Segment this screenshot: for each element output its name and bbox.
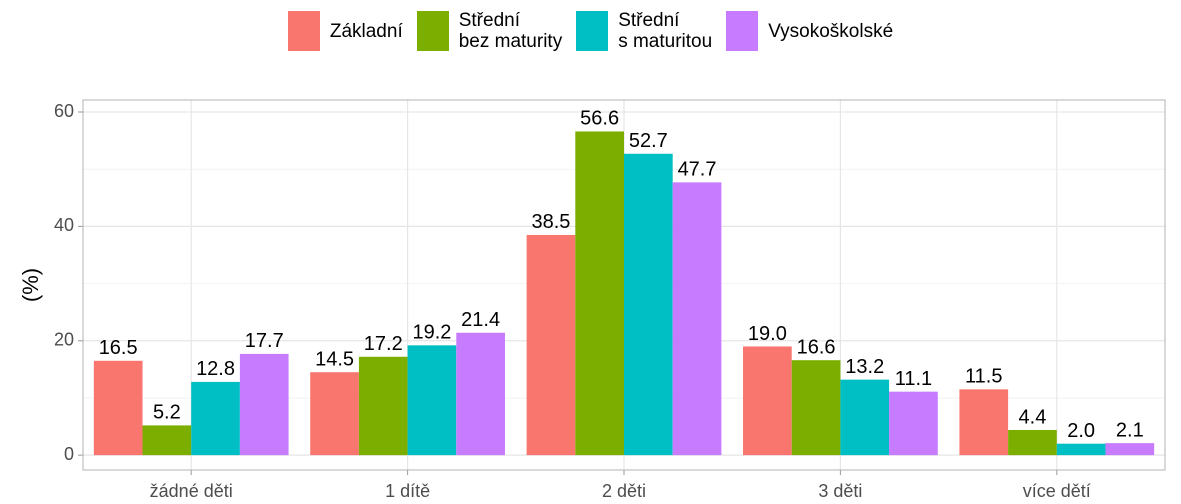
legend-item: Vysokoškolské (726, 10, 893, 52)
legend-label: Vysokoškolské (768, 20, 894, 42)
bar (407, 345, 457, 456)
legend-key (287, 11, 320, 51)
bar (456, 332, 505, 456)
data-label: 17.2 (364, 333, 403, 355)
panel-border (82, 99, 1166, 471)
bar (358, 356, 408, 456)
legend-item: Střední bez maturity (416, 10, 563, 52)
bar (239, 353, 289, 456)
data-label: 19.0 (748, 323, 787, 345)
bar (526, 234, 576, 456)
data-label: 38.5 (531, 211, 570, 233)
bar (1008, 429, 1057, 456)
data-label: 13.2 (845, 356, 884, 378)
y-tick-label: 60 (54, 101, 74, 121)
y-tick-label: 40 (54, 215, 74, 235)
y-axis-label: (%) (18, 268, 43, 302)
bar (840, 379, 890, 456)
legend-label: Střední bez maturity (458, 10, 563, 52)
bar (743, 346, 792, 456)
bar (1056, 443, 1106, 456)
bar (93, 360, 143, 456)
bar (191, 381, 240, 456)
legend-item: Základní (287, 10, 403, 52)
data-label: 52.7 (629, 130, 668, 152)
bar (791, 360, 841, 456)
bar (142, 425, 192, 456)
legend-item: Střední s maturitou (576, 10, 712, 52)
legend-key (416, 11, 449, 51)
data-label: 14.5 (315, 348, 354, 370)
data-label: 16.6 (797, 336, 836, 358)
data-label: 5.2 (153, 402, 181, 424)
x-tick-label: žádné děti (150, 481, 233, 501)
x-tick-label: 2 děti (602, 481, 646, 501)
bar (624, 153, 673, 456)
data-label: 2.1 (1116, 419, 1144, 441)
bar (672, 182, 722, 456)
data-label: 17.7 (245, 330, 284, 352)
legend-key (576, 11, 609, 51)
data-label: 21.4 (461, 309, 500, 331)
x-tick-label: více dětí (1023, 481, 1091, 501)
legend-key (726, 11, 759, 51)
data-label: 11.1 (895, 368, 932, 390)
data-label: 2.0 (1067, 420, 1095, 442)
bar (959, 389, 1009, 456)
data-label: 4.4 (1019, 406, 1047, 428)
bar (575, 131, 624, 456)
x-tick-label: 3 děti (818, 481, 862, 501)
bar (889, 391, 938, 456)
bar (310, 372, 359, 456)
y-tick-label: 20 (54, 330, 74, 350)
legend-label: Základní (329, 20, 403, 42)
y-tick-label: 0 (64, 444, 74, 464)
data-label: 11.5 (965, 366, 1002, 388)
data-label: 16.5 (99, 337, 138, 359)
data-label: 19.2 (412, 322, 451, 344)
data-label: 47.7 (678, 159, 717, 181)
legend: Základní Střední bez maturity Střední s ma… (0, 10, 1181, 52)
data-label: 12.8 (196, 358, 235, 380)
legend-label: Střední s maturitou (618, 10, 713, 52)
x-tick-label: 1 dítě (385, 481, 430, 501)
bar (1105, 443, 1155, 456)
data-label: 56.6 (580, 108, 619, 130)
